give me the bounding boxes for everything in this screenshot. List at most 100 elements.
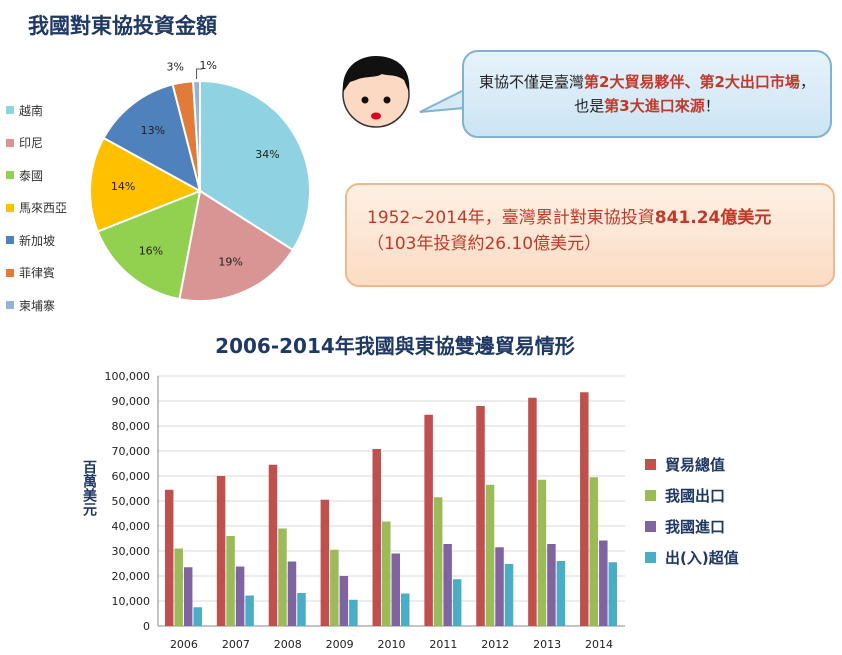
speech-bubble-tail [419,89,465,113]
bar [391,553,400,626]
speech-bubble-part: ！ [704,97,720,115]
legend-swatch [645,490,656,501]
legend-swatch [645,521,656,532]
y-tick-label: 70,000 [112,445,151,458]
pie-data-label: 16% [139,244,163,257]
pie-slice [178,189,295,302]
pie-legend-label: 柬埔寨 [19,298,56,313]
bar-legend-label: 出(入)超值 [665,549,739,567]
bar [330,549,339,626]
pie-slice [96,189,202,301]
pie-slice [102,83,202,193]
y-tick-label: 50,000 [112,495,151,508]
bar [226,536,235,626]
bar [349,599,358,626]
pie-legend-item: 柬埔寨 [6,289,67,322]
bar [339,576,349,626]
pie-data-label: 1% [200,59,217,72]
pie-slice [89,136,203,233]
legend-swatch [6,171,14,180]
bar [235,566,245,626]
y-tick-label: 90,000 [112,395,151,408]
bar [504,564,514,626]
pie-data-label: 34% [255,148,279,161]
pie-legend: 越南印尼泰國馬來西亞新加坡菲律賓柬埔寨 [6,94,67,322]
y-tick-label: 30,000 [112,545,151,558]
bar [401,593,410,626]
bar-chart-title: 2006-2014年我國與東協雙邊貿易情形 [215,334,575,358]
bar [537,479,547,626]
legend-swatch [6,301,14,310]
investment-note: 1952~2014年，臺灣累計對東協投資841.24億美元 （103年投資約26.… [345,183,835,287]
x-tick-label: 2009 [326,638,354,651]
legend-swatch [6,106,14,115]
note-amount: 841.24億美元 [654,208,772,228]
bar [485,484,495,626]
legend-swatch [645,552,656,563]
bar [183,567,193,626]
bar [216,476,226,626]
x-tick-label: 2010 [378,638,406,651]
bar [382,521,391,626]
pie-legend-label: 泰國 [19,168,44,183]
pie-legend-label: 菲律賓 [19,266,56,281]
pie-legend-item: 越南 [6,94,67,127]
pie-legend-item: 菲律賓 [6,257,67,290]
legend-swatch [645,459,656,470]
bar-legend-item: 我國出口 [645,480,739,511]
pie-data-label: 13% [141,124,165,137]
bar [287,561,297,626]
y-tick-label: 10,000 [112,595,151,608]
note-prefix: 1952~2014年，臺灣累計對東協投資 [367,208,655,228]
bar-legend-label: 貿易總值 [665,456,726,474]
bar-legend-item: 貿易總值 [645,449,739,480]
bar [495,547,504,626]
bar [278,528,287,626]
y-tick-label: 80,000 [112,420,151,433]
pie-legend-item: 泰國 [6,159,67,192]
bar-legend-item: 我國進口 [645,511,739,542]
y-tick-label: 60,000 [112,470,151,483]
x-tick-label: 2008 [274,638,302,651]
bar-legend: 貿易總值我國出口我國進口出(入)超值 [645,449,739,573]
bar [193,607,202,626]
bar [556,561,566,626]
bar [599,540,608,626]
x-tick-label: 2007 [222,638,250,651]
cartoon-face-icon [342,56,410,128]
y-tick-label: 100,000 [105,370,151,383]
pie-legend-label: 印尼 [19,136,44,151]
bar [372,449,381,626]
speech-bubble-part: 第2大貿易夥伴、第2大出口市場 [584,73,800,91]
y-tick-label: 20,000 [112,570,151,583]
bar [268,464,278,626]
pie-legend-item: 新加坡 [6,224,67,257]
bar [528,397,537,626]
legend-swatch [6,268,14,277]
pie-legend-label: 新加坡 [19,233,56,248]
legend-swatch [6,138,14,147]
y-tick-label: 40,000 [112,520,151,533]
legend-swatch [6,203,14,212]
bar [245,595,254,626]
bar [320,499,330,626]
bar [476,406,485,626]
bar [452,579,462,626]
bar [433,497,443,626]
pie-legend-label: 馬來西亞 [19,201,68,216]
bar [424,414,433,626]
speech-bubble-text: 東協不僅是臺灣第2大貿易夥伴、第2大出口市場，也是第3大進口來源！ [478,70,816,118]
note-suffix: （103年投資約26.10億美元） [367,234,602,254]
speech-bubble-part: 第3大進口來源 [604,97,705,115]
bar [589,477,599,626]
pie-data-label: 19% [218,256,242,269]
legend-swatch [6,236,14,245]
bar-legend-label: 我國出口 [665,487,726,505]
pie-leader-line [196,68,203,80]
x-tick-label: 2011 [429,638,457,651]
pie-data-label: 14% [111,180,135,193]
bar [297,593,306,626]
bar [164,489,174,626]
bar [580,392,589,626]
